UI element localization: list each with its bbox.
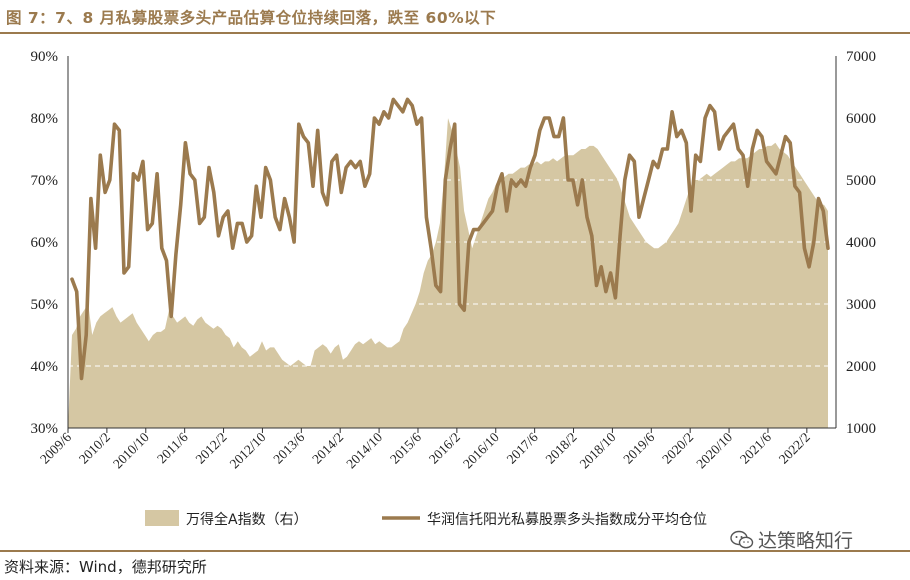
title-rule bbox=[0, 32, 910, 34]
line-series-position bbox=[70, 97, 830, 381]
x-tick-label: 2020/10 bbox=[693, 429, 735, 471]
right-tick-label: 6000 bbox=[846, 111, 876, 127]
axes bbox=[67, 56, 837, 429]
legend-label-line: 华润信托阳光私募股票多头指数成分平均仓位 bbox=[427, 511, 707, 528]
x-tick-label: 2016/10 bbox=[460, 429, 502, 471]
chart-title: 图 7：7、8 月私募股票多头产品估算仓位持续回落，跌至 60%以下 bbox=[6, 9, 497, 27]
right-tick-label: 7000 bbox=[846, 49, 876, 65]
area-series-wind-a bbox=[68, 118, 828, 428]
wechat-icon bbox=[730, 530, 754, 548]
line-series-layer bbox=[70, 97, 830, 381]
left-tick-label: 40% bbox=[31, 359, 59, 375]
left-tick-label: 80% bbox=[31, 111, 59, 127]
left-tick-label: 90% bbox=[31, 49, 59, 65]
left-tick-label: 50% bbox=[31, 297, 59, 313]
area-series-layer bbox=[68, 55, 836, 428]
right-tick-label: 3000 bbox=[846, 297, 876, 313]
x-tick-label: 2012/2 bbox=[193, 430, 230, 467]
left-axis-ticks: 30% 40% 50% 60% 70% 80% 90% bbox=[31, 49, 59, 437]
x-tick-label: 2010/10 bbox=[110, 429, 152, 471]
x-tick-label: 2014/10 bbox=[343, 429, 385, 471]
x-tick-label: 2019/6 bbox=[620, 429, 657, 466]
x-tick-label: 2016/2 bbox=[426, 430, 463, 467]
x-tick-label: 2010/2 bbox=[76, 430, 113, 467]
left-tick-label: 70% bbox=[31, 173, 59, 189]
right-axis-ticks: 1000 2000 3000 4000 5000 6000 7000 bbox=[846, 49, 876, 437]
x-tick-label: 2022/2 bbox=[776, 430, 813, 467]
left-tick-label: 60% bbox=[31, 235, 59, 251]
legend-swatch-area bbox=[145, 510, 179, 526]
source-note: 资料来源：Wind，德邦研究所 bbox=[4, 558, 207, 576]
x-tick-label: 2014/2 bbox=[309, 430, 346, 467]
watermark-text: 达策略知行 bbox=[758, 530, 854, 552]
x-tick-label: 2017/6 bbox=[504, 429, 541, 466]
right-tick-label: 4000 bbox=[846, 235, 876, 251]
right-tick-label: 2000 bbox=[846, 359, 876, 375]
watermark: 达策略知行 bbox=[730, 526, 853, 553]
x-tick-label: 2012/10 bbox=[227, 429, 269, 471]
left-tick-label: 30% bbox=[31, 421, 59, 437]
legend-label-area: 万得全A指数（右） bbox=[186, 511, 308, 528]
legend: 万得全A指数（右） 华润信托阳光私募股票多头指数成分平均仓位 bbox=[145, 510, 707, 528]
right-tick-label: 5000 bbox=[846, 173, 876, 189]
source-rule bbox=[0, 550, 910, 552]
x-tick-label: 2013/6 bbox=[270, 429, 307, 466]
x-tick-label: 2018/10 bbox=[577, 429, 619, 471]
x-tick-label: 2015/6 bbox=[387, 429, 424, 466]
x-tick-label: 2021/6 bbox=[737, 429, 774, 466]
x-tick-label: 2018/2 bbox=[543, 430, 580, 467]
x-tick-label: 2011/6 bbox=[154, 429, 191, 466]
right-tick-label: 1000 bbox=[846, 421, 876, 437]
x-tick-label: 2020/2 bbox=[659, 430, 696, 467]
